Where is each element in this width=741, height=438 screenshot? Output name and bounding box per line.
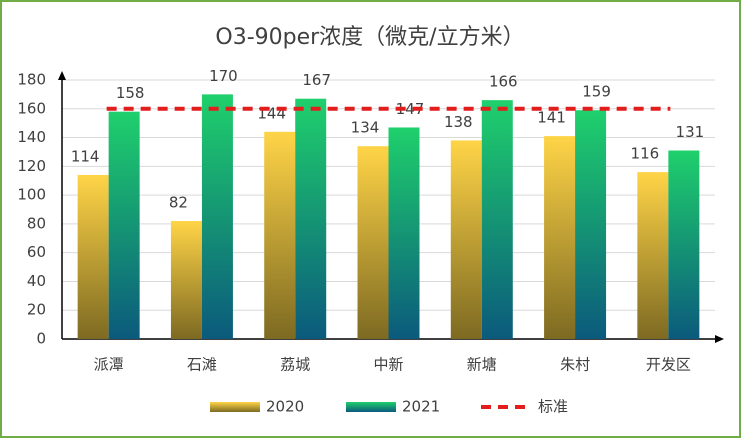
- data-label: 131: [676, 123, 705, 141]
- y-tick-label: 60: [27, 243, 46, 261]
- data-label: 147: [396, 100, 425, 118]
- data-label: 166: [489, 73, 518, 91]
- data-label: 114: [71, 147, 100, 165]
- data-label: 170: [209, 67, 238, 85]
- bar: [77, 174, 109, 339]
- y-axis-arrow: [58, 71, 66, 80]
- chart-title: O3-90per浓度（微克/立方米）: [215, 25, 524, 50]
- data-label: 167: [302, 71, 331, 89]
- data-label: 138: [444, 113, 473, 131]
- bar: [388, 127, 420, 339]
- x-tick-label: 派潭: [94, 356, 124, 374]
- data-label: 116: [631, 145, 660, 163]
- bar: [295, 98, 327, 339]
- bar: [357, 146, 389, 339]
- legend-swatch: [210, 402, 260, 412]
- x-tick-label: 中新: [373, 356, 403, 374]
- data-label: 82: [169, 194, 188, 212]
- x-tick-label: 石滩: [187, 356, 217, 374]
- y-tick-label: 20: [27, 301, 46, 319]
- x-tick-label: 开发区: [646, 356, 691, 374]
- legend-label: 2020: [266, 398, 304, 416]
- bar: [170, 221, 202, 339]
- y-tick-label: 160: [17, 99, 46, 117]
- x-axis-arrow: [715, 335, 724, 343]
- data-label: 134: [351, 119, 380, 137]
- bar: [201, 94, 233, 339]
- legend-label: 标准: [538, 398, 568, 416]
- bar: [481, 100, 513, 340]
- bar: [450, 140, 482, 339]
- bar: [637, 172, 669, 339]
- y-tick-label: 120: [17, 157, 46, 175]
- bar: [575, 110, 607, 339]
- bar: [108, 111, 140, 340]
- x-tick-label: 新塘: [467, 356, 497, 374]
- x-tick-label: 朱村: [560, 356, 590, 374]
- y-tick-label: 100: [17, 186, 46, 204]
- x-tick-label: 荔城: [280, 356, 310, 374]
- bar: [668, 150, 700, 339]
- bar: [544, 136, 576, 339]
- data-label: 159: [582, 83, 611, 101]
- y-tick-label: 40: [27, 272, 46, 290]
- data-label: 158: [116, 84, 145, 102]
- y-tick-label: 180: [17, 71, 46, 89]
- legend-label: 2021: [402, 398, 440, 416]
- bar: [264, 131, 296, 339]
- data-label: 141: [537, 109, 566, 127]
- y-tick-label: 80: [27, 214, 46, 232]
- y-tick-label: 0: [36, 330, 46, 348]
- legend-swatch: [346, 402, 396, 412]
- y-tick-label: 140: [17, 128, 46, 146]
